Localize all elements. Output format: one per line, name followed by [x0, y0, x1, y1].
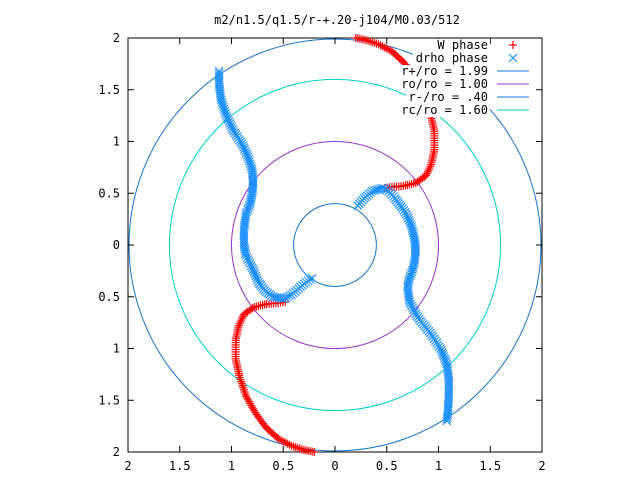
legend-label-3: ro/ro = 1.00: [401, 77, 488, 91]
legend-label-4: r-/ro = .40: [409, 90, 488, 104]
y-tick-label-0: 2: [113, 31, 120, 45]
y-tick-label-8: 2: [113, 445, 120, 459]
y-tick-label-4: 0: [113, 238, 120, 252]
point-cross-1-0-113: [444, 379, 454, 389]
legend-bg-3: [398, 78, 490, 91]
x-tick-label-8: 2: [538, 459, 545, 473]
x-tick-label-2: 1: [228, 459, 235, 473]
legend-label-1: drho phase: [416, 51, 488, 65]
point-plus-0-1-80: [238, 314, 247, 323]
y-tick-label-2: 1: [113, 135, 120, 149]
point-cross-1-0-115: [444, 383, 454, 393]
legend-swatch-1: [508, 53, 518, 63]
point-plus-0-0-76: [427, 160, 436, 169]
point-cross-1-0-116: [444, 386, 454, 396]
y-tick-label-3: 0.5: [98, 186, 120, 200]
point-plus-0-1-46: [239, 385, 248, 394]
point-plus-0-1-77: [235, 319, 244, 328]
legend-bg-1: [413, 52, 490, 65]
y-tick-label-1: 1.5: [98, 83, 120, 97]
point-plus-0-1-7: [295, 444, 304, 453]
point-cross-1-1-89: [242, 252, 252, 262]
point-cross-1-1-77: [239, 227, 249, 237]
point-cross-1-1-80: [239, 233, 249, 243]
point-cross-1-1-92: [245, 259, 255, 269]
point-plus-0-1-79: [237, 316, 246, 325]
point-plus-0-1-48: [238, 381, 247, 390]
point-plus-0-0-7: [366, 37, 375, 46]
point-cross-1-1-91: [244, 257, 254, 266]
point-cross-1-1-90: [243, 255, 253, 264]
circle-series-3: [231, 141, 439, 349]
point-cross-1-1-117: [280, 293, 290, 303]
x-tick-label-6: 1: [435, 459, 442, 473]
legend-swatch-0: [509, 41, 517, 49]
legend-bg-2: [398, 65, 490, 78]
point-cross-1-0-130: [442, 416, 452, 426]
point-cross-1-0-14: [378, 183, 388, 193]
point-plus-0-0-5: [362, 36, 371, 45]
legend-label-2: r+/ro = 1.99: [401, 64, 488, 78]
data-points: [214, 34, 454, 456]
point-cross-1-1-88: [241, 250, 251, 260]
point-plus-0-1-42: [243, 393, 252, 402]
legend-bg-5: [398, 104, 490, 117]
point-cross-1-1-118: [282, 292, 292, 302]
point-plus-0-1-76: [234, 321, 243, 330]
axis-ticks: 2 1.5 1 0.5 0 0.5 1 1.5 221.510.500.511.52: [98, 31, 545, 473]
point-cross-1-1-119: [285, 291, 294, 301]
point-plus-0-1-8: [293, 443, 302, 452]
point-cross-1-0-129: [442, 414, 452, 424]
x-tick-label-0: 2: [124, 459, 131, 473]
point-plus-0-0-87: [413, 177, 422, 186]
legend-bg-4: [405, 91, 490, 104]
point-cross-1-1-78: [239, 229, 249, 239]
point-cross-1-1-79: [239, 231, 249, 241]
point-plus-0-0-8: [368, 38, 377, 47]
y-tick-label-5: 0.5: [98, 290, 120, 304]
point-cross-1-0-111: [444, 375, 454, 384]
point-plus-0-1-50: [237, 377, 246, 386]
point-plus-0-0-78: [425, 164, 434, 173]
point-cross-1-1-131: [307, 273, 317, 283]
y-tick-label-7: 1.5: [98, 393, 120, 407]
x-tick-label-5: 0.5: [376, 459, 398, 473]
chart-title: m2/n1.5/q1.5/r-+.20-j104/M0.03/512: [214, 13, 460, 27]
point-plus-0-1-49: [237, 379, 246, 388]
point-plus-0-0-79: [424, 165, 433, 174]
legend-bg-0: [434, 39, 490, 52]
point-plus-0-0-77: [426, 162, 435, 171]
point-plus-0-1-87: [248, 304, 257, 313]
x-tick-label-1: 1.5: [169, 459, 191, 473]
x-tick-label-7: 1.5: [479, 459, 501, 473]
point-plus-0-0-80: [423, 167, 432, 176]
point-plus-0-1-5: [299, 445, 308, 454]
x-tick-label-3: 0.5: [272, 459, 294, 473]
y-tick-label-6: 1: [113, 342, 120, 356]
point-plus-0-1-78: [236, 317, 245, 326]
point-cross-1-0-15: [380, 184, 390, 194]
legend-label-5: rc/ro = 1.60: [401, 103, 488, 117]
point-cross-1-0-112: [444, 377, 454, 387]
x-tick-label-4: 0: [331, 459, 338, 473]
point-cross-1-1-116: [278, 294, 288, 304]
point-cross-1-0-114: [444, 381, 454, 391]
legend-label-0: W phase: [437, 38, 488, 52]
point-cross-1-1-76: [239, 225, 249, 234]
circle-series-4: [293, 203, 377, 287]
circle-series-5: [168, 78, 502, 412]
